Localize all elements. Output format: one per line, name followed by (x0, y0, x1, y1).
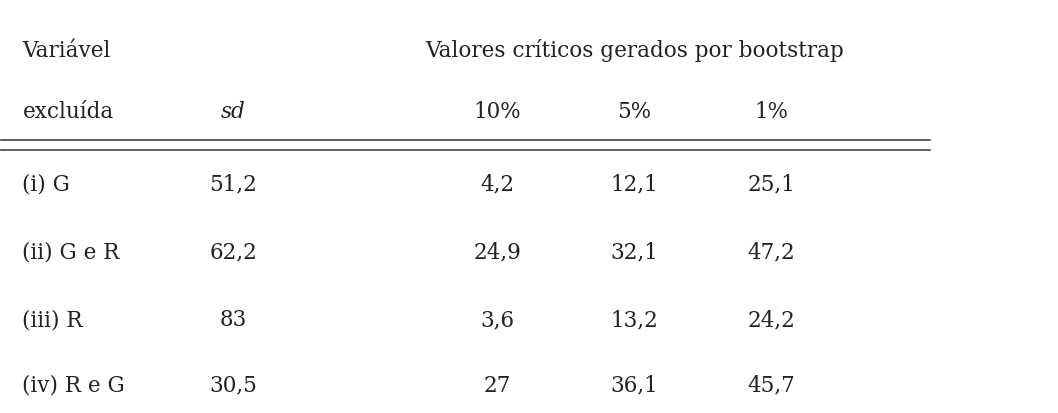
Text: sd: sd (221, 101, 245, 123)
Text: 1%: 1% (754, 101, 788, 123)
Text: 12,1: 12,1 (610, 173, 658, 195)
Text: 13,2: 13,2 (610, 309, 658, 330)
Text: 47,2: 47,2 (748, 241, 796, 263)
Text: 4,2: 4,2 (480, 173, 514, 195)
Text: (ii) G e R: (ii) G e R (22, 241, 120, 263)
Text: 25,1: 25,1 (748, 173, 796, 195)
Text: 62,2: 62,2 (209, 241, 257, 263)
Text: (iv) R e G: (iv) R e G (22, 374, 125, 396)
Text: 36,1: 36,1 (610, 374, 658, 396)
Text: 27: 27 (484, 374, 511, 396)
Text: (i) G: (i) G (22, 173, 71, 195)
Text: 24,9: 24,9 (473, 241, 522, 263)
Text: 5%: 5% (618, 101, 652, 123)
Text: (iii) R: (iii) R (22, 309, 83, 330)
Text: Valores críticos gerados por bootstrap: Valores críticos gerados por bootstrap (425, 39, 844, 62)
Text: 32,1: 32,1 (610, 241, 658, 263)
Text: 45,7: 45,7 (748, 374, 796, 396)
Text: 3,6: 3,6 (480, 309, 514, 330)
Text: Variável: Variável (22, 40, 111, 62)
Text: 83: 83 (220, 309, 248, 330)
Text: 10%: 10% (474, 101, 522, 123)
Text: excluída: excluída (22, 101, 114, 123)
Text: 24,2: 24,2 (748, 309, 796, 330)
Text: 51,2: 51,2 (209, 173, 257, 195)
Text: 30,5: 30,5 (209, 374, 257, 396)
